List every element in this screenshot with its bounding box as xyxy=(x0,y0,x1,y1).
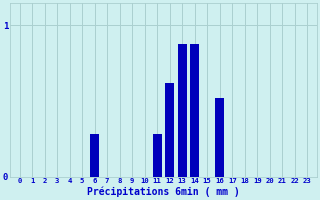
Bar xyxy=(178,44,187,177)
X-axis label: Précipitations 6min ( mm ): Précipitations 6min ( mm ) xyxy=(87,187,240,197)
Bar xyxy=(153,134,162,177)
Bar xyxy=(190,44,199,177)
Bar xyxy=(90,134,99,177)
Bar xyxy=(165,83,174,177)
Bar xyxy=(215,98,224,177)
